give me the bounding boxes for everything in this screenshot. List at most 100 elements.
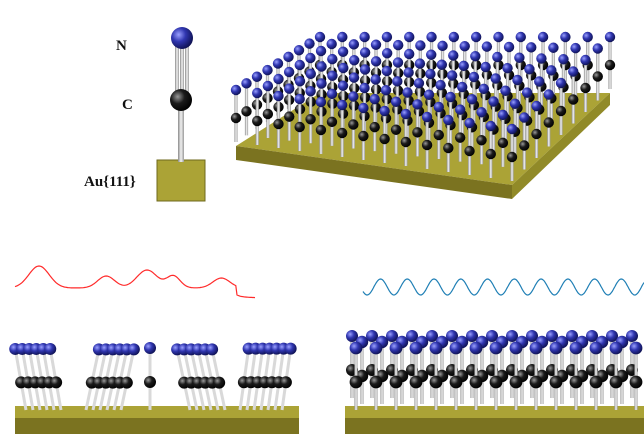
nitrogen-atom bbox=[379, 105, 390, 117]
nitrogen-atom bbox=[326, 88, 338, 100]
nitrogen-atom bbox=[359, 31, 370, 43]
nitrogen-atom bbox=[481, 41, 493, 52]
carbon-atom bbox=[464, 145, 475, 157]
nitrogen-atom bbox=[273, 73, 284, 85]
nitrogen-atom bbox=[435, 79, 446, 91]
nitrogen-atom bbox=[252, 87, 263, 99]
nitrogen-atom bbox=[400, 108, 412, 120]
nitrogen-atom bbox=[449, 341, 463, 355]
nitrogen-atom bbox=[512, 74, 523, 86]
nitrogen-atom bbox=[429, 341, 443, 355]
nitrogen-atom bbox=[359, 64, 371, 75]
carbon-atom bbox=[144, 376, 156, 388]
nitrogen-atom bbox=[44, 342, 57, 355]
nitrogen-atom bbox=[314, 31, 326, 43]
nitrogen-atom bbox=[580, 54, 591, 66]
ordered-slab-top bbox=[345, 406, 644, 418]
nitrogen-atom bbox=[526, 42, 537, 53]
nitrogen-atom bbox=[609, 341, 623, 355]
nitrogen-atom bbox=[389, 341, 403, 355]
slab-side bbox=[512, 93, 610, 199]
nitrogen-atom bbox=[415, 40, 426, 51]
nitrogen-atom bbox=[359, 47, 371, 58]
nitrogen-atom bbox=[626, 330, 638, 342]
ordered-trace bbox=[362, 278, 644, 296]
carbon-atom bbox=[421, 139, 433, 151]
nitrogen-atom bbox=[446, 70, 458, 81]
nitrogen-atom bbox=[337, 46, 349, 57]
nitrogen-atom bbox=[478, 83, 490, 95]
nitrogen-atom bbox=[457, 81, 468, 93]
slab-top bbox=[236, 93, 610, 185]
nitrogen-atom bbox=[366, 330, 378, 342]
nitrogen-atom bbox=[404, 31, 415, 43]
nitrogen-atom bbox=[283, 51, 294, 63]
nitrogen-atom bbox=[486, 330, 498, 342]
nitrogen-atom bbox=[369, 93, 380, 105]
nitrogen-atom bbox=[381, 31, 393, 43]
nitrogen-atom bbox=[433, 101, 444, 113]
nitrogen-atom bbox=[127, 343, 140, 356]
carbon-atom bbox=[369, 375, 383, 389]
monolayer-3d-molecules bbox=[230, 31, 616, 181]
nitrogen-atom bbox=[548, 42, 559, 53]
nitrogen-atom bbox=[369, 341, 383, 355]
nitrogen-atom bbox=[316, 78, 327, 89]
nitrogen-atom bbox=[560, 31, 571, 43]
carbon-atom bbox=[568, 94, 579, 105]
carbon-atom bbox=[326, 116, 338, 128]
nitrogen-atom bbox=[606, 330, 618, 342]
nitrogen-atom bbox=[546, 330, 558, 342]
carbon-atom bbox=[379, 133, 390, 145]
carbon-atom bbox=[531, 128, 542, 140]
disordered-trace bbox=[14, 265, 256, 299]
nitrogen-atom bbox=[358, 102, 369, 114]
nitrogen-atom bbox=[549, 341, 563, 355]
nitrogen-atom bbox=[426, 49, 437, 60]
ordered-slab-front bbox=[345, 418, 644, 434]
nitrogen-atom bbox=[294, 93, 305, 105]
carbon-atom bbox=[369, 121, 380, 133]
nitrogen-atom bbox=[413, 78, 425, 89]
carbon-atom bbox=[485, 148, 496, 160]
nitrogen-atom bbox=[569, 341, 583, 355]
nitrogen-atom bbox=[423, 89, 435, 100]
carbon-atom bbox=[543, 117, 554, 128]
nitrogen-atom bbox=[304, 38, 315, 49]
carbon-atom bbox=[529, 375, 543, 389]
substrate-block bbox=[156, 159, 206, 202]
nitrogen-atom bbox=[262, 64, 273, 76]
nitrogen-label: N bbox=[116, 38, 127, 54]
disordered-slab-front bbox=[15, 418, 299, 434]
nitrogen-atom bbox=[338, 62, 349, 74]
nitrogen-atom bbox=[359, 82, 370, 94]
nitrogen-atom bbox=[506, 330, 518, 342]
nitrogen-atom bbox=[414, 58, 426, 69]
nitrogen-atom bbox=[392, 57, 404, 68]
carbon-atom bbox=[400, 136, 412, 148]
nitrogen-atom bbox=[470, 31, 482, 43]
nitrogen-atom bbox=[497, 109, 509, 121]
nitrogen-atom bbox=[454, 104, 466, 115]
nitrogen-atom bbox=[445, 91, 456, 103]
carbon-atom bbox=[497, 137, 509, 149]
nitrogen-atom bbox=[446, 330, 458, 342]
carbon-atom bbox=[358, 130, 369, 142]
carbon-atom bbox=[348, 119, 359, 130]
nitrogen-atom bbox=[526, 330, 538, 342]
nitrogen-atom bbox=[604, 31, 616, 43]
nitrogen-atom bbox=[171, 27, 193, 49]
nitrogen-atom bbox=[459, 41, 470, 52]
carbon-atom bbox=[506, 151, 518, 163]
nitrogen-atom bbox=[589, 341, 603, 355]
carbon-atom bbox=[230, 112, 242, 124]
carbon-atom bbox=[170, 89, 192, 111]
nitrogen-atom bbox=[534, 76, 545, 87]
nitrogen-atom bbox=[489, 341, 503, 355]
disordered-film bbox=[9, 265, 299, 434]
nitrogen-atom bbox=[348, 91, 359, 102]
ordered-film bbox=[345, 278, 644, 434]
nitrogen-atom bbox=[386, 330, 398, 342]
nitrogen-atom bbox=[629, 341, 643, 355]
nitrogen-atom bbox=[464, 117, 475, 129]
